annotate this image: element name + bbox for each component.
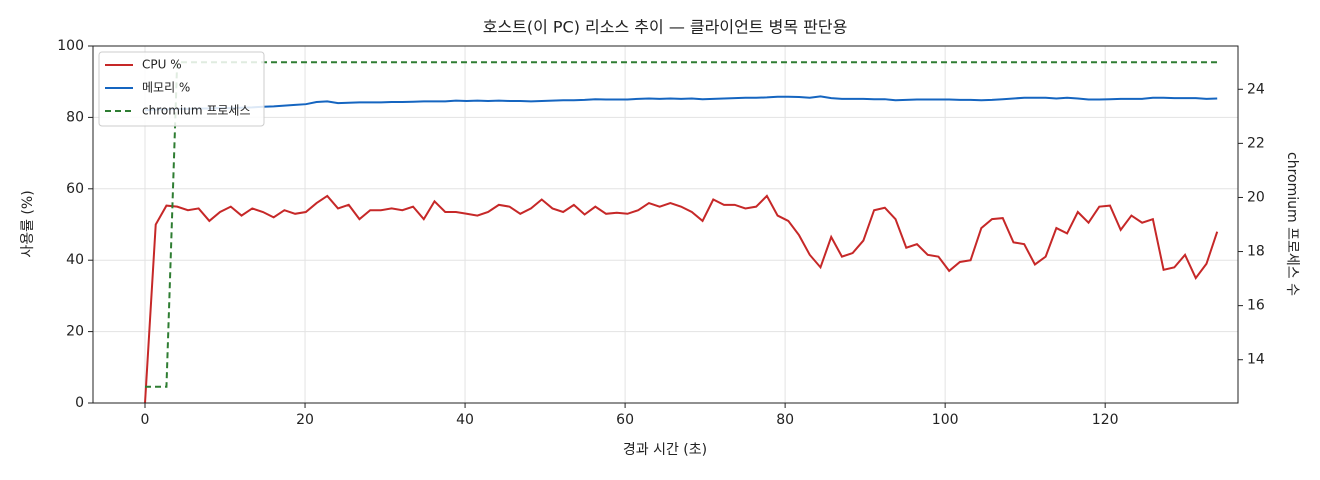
- y2-tick-label: 22: [1247, 135, 1265, 151]
- x-tick-label: 20: [296, 412, 314, 428]
- y-tick-label: 0: [75, 395, 84, 411]
- x-tick-label: 120: [1092, 412, 1119, 428]
- y2-tick-label: 14: [1247, 352, 1265, 368]
- x-tick-label: 80: [776, 412, 794, 428]
- legend-label: chromium 프로세스: [142, 104, 251, 118]
- y2-tick-label: 24: [1247, 81, 1265, 97]
- x-tick-label: 40: [456, 412, 474, 428]
- x-tick-label: 60: [616, 412, 634, 428]
- y-tick-label: 80: [66, 109, 84, 125]
- x-tick-label: 0: [141, 412, 150, 428]
- y-tick-label: 60: [66, 181, 84, 197]
- series-line: [144, 194, 1219, 404]
- y-tick-label: 40: [66, 252, 84, 268]
- x-axis-label: 경과 시간 (초): [623, 442, 707, 458]
- legend-label: CPU %: [142, 58, 182, 72]
- y2-axis-label: chromium 프로세스 수: [1284, 152, 1300, 296]
- y2-tick-label: 20: [1247, 189, 1265, 205]
- y-axis-label: 사용률 (%): [20, 190, 36, 257]
- series-line: [145, 61, 1218, 388]
- y2-tick-label: 18: [1247, 244, 1265, 260]
- plot-frame: [92, 45, 1239, 404]
- legend-box: [98, 51, 265, 127]
- series-line: [144, 95, 1218, 112]
- legend: CPU % 메모리 % chromium 프로세스: [98, 51, 265, 127]
- x-tick-label: 100: [932, 412, 959, 428]
- legend-label: 메모리 %: [142, 81, 190, 95]
- y2-tick-label: 16: [1247, 298, 1265, 314]
- y-tick-label: 100: [57, 38, 84, 54]
- chart-title: 호스트(이 PC) 리소스 추이 — 클라이언트 병목 판단용: [483, 18, 848, 37]
- y-tick-label: 20: [66, 324, 84, 340]
